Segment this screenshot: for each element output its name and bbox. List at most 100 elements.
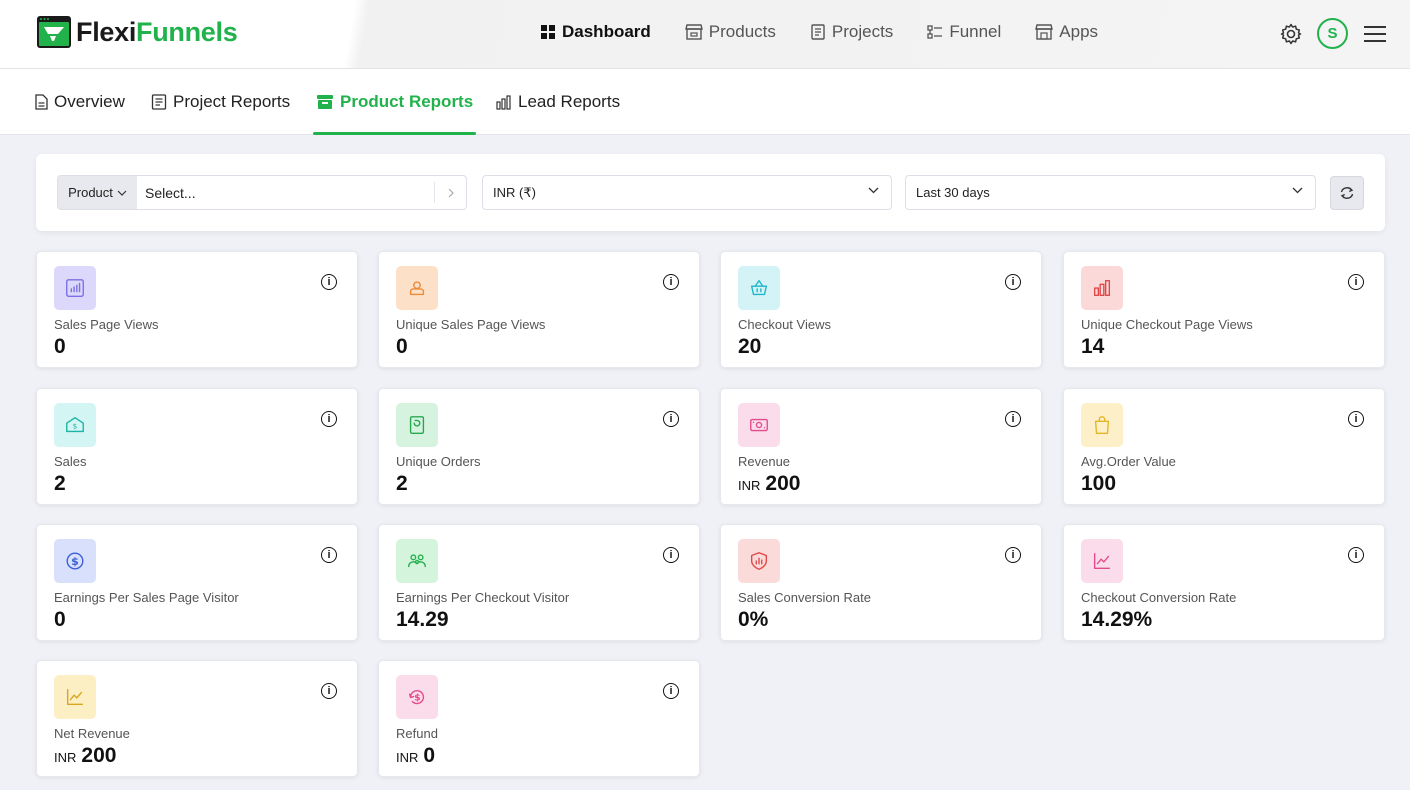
- money-house-icon: $: [54, 403, 96, 447]
- metric-value: 14.29: [396, 608, 449, 632]
- apps-store-icon: [1035, 24, 1054, 40]
- product-select-input[interactable]: Select...: [145, 184, 196, 201]
- metric-value: INR 200: [54, 744, 116, 768]
- metric-value: INR 0: [396, 744, 435, 768]
- info-icon[interactable]: i: [663, 683, 679, 699]
- info-icon[interactable]: i: [663, 411, 679, 427]
- info-icon[interactable]: i: [663, 274, 679, 290]
- metric-value: 0: [54, 608, 66, 632]
- metric-card: i Sales Conversion Rate 0%: [720, 524, 1042, 641]
- info-icon[interactable]: i: [321, 411, 337, 427]
- metric-label: Unique Sales Page Views: [396, 317, 546, 332]
- product-type-dropdown[interactable]: Product: [58, 176, 137, 209]
- bar-chart-icon: [54, 266, 96, 310]
- date-range-select[interactable]: Last 30 days: [905, 175, 1316, 210]
- metric-value: INR 200: [738, 472, 800, 496]
- metric-number: 14: [1081, 335, 1105, 358]
- currency-select[interactable]: INR (₹): [482, 175, 892, 210]
- nav-item-products[interactable]: Products: [684, 22, 776, 42]
- info-icon[interactable]: i: [1005, 411, 1021, 427]
- basket-icon: [738, 266, 780, 310]
- gear-icon[interactable]: [1279, 22, 1303, 46]
- nav-item-dashboard[interactable]: Dashboard: [540, 22, 651, 42]
- brand-name: FlexiFunnels: [76, 16, 238, 48]
- tab-label: Product Reports: [340, 92, 474, 111]
- tab-overview[interactable]: Overview: [35, 69, 125, 135]
- info-icon[interactable]: i: [321, 274, 337, 290]
- box-icon: [317, 95, 333, 109]
- funnel-icon: [927, 25, 943, 39]
- report-tabs: Overview Project Reports Product Reports…: [0, 69, 1410, 135]
- metric-number: 0: [54, 335, 66, 358]
- chevron-right-icon[interactable]: [434, 182, 466, 203]
- metric-card: i Unique Checkout Page Views 14: [1063, 251, 1385, 368]
- metric-label: Unique Checkout Page Views: [1081, 317, 1253, 332]
- receipt-icon: [396, 403, 438, 447]
- brand-name-part1: Flexi: [76, 16, 137, 47]
- metric-value: 14: [1081, 335, 1104, 359]
- tab-product-reports[interactable]: Product Reports: [313, 69, 477, 135]
- menu-icon[interactable]: [1362, 24, 1388, 44]
- filter-panel: Product Select... INR (₹) Last 30 days: [36, 154, 1385, 231]
- metric-card: i Revenue INR 200: [720, 388, 1042, 505]
- metric-label: Net Revenue: [54, 726, 130, 741]
- nav-label: Funnel: [949, 22, 1002, 41]
- info-icon[interactable]: i: [1348, 411, 1364, 427]
- info-icon[interactable]: i: [1005, 274, 1021, 290]
- metric-unit: INR: [396, 750, 419, 765]
- line-chart-icon: [54, 675, 96, 719]
- metric-card: i Earnings Per Checkout Visitor 14.29: [378, 524, 700, 641]
- metric-value: 0: [396, 335, 408, 359]
- metric-value: 100: [1081, 472, 1116, 496]
- brand-logo[interactable]: FlexiFunnels: [36, 14, 238, 50]
- grid-icon: [541, 25, 555, 39]
- info-icon[interactable]: i: [663, 547, 679, 563]
- metric-value: 0: [54, 335, 66, 359]
- metric-card: $ i Sales 2: [36, 388, 358, 505]
- metric-number: 14.29: [396, 608, 449, 631]
- product-filter: Product Select...: [57, 175, 467, 210]
- metric-value: 2: [54, 472, 66, 496]
- nav-item-apps[interactable]: Apps: [1035, 22, 1098, 42]
- refresh-button[interactable]: [1330, 176, 1364, 210]
- top-right-actions: S: [1279, 18, 1388, 49]
- info-icon[interactable]: i: [1348, 547, 1364, 563]
- tab-label: Overview: [54, 92, 125, 111]
- svg-text:$: $: [71, 555, 79, 568]
- metric-number: 0: [396, 335, 408, 358]
- tab-lead-reports[interactable]: Lead Reports: [496, 69, 620, 135]
- store-icon: [684, 24, 703, 40]
- page-icon: [35, 94, 48, 110]
- metric-label: Sales Page Views: [54, 317, 159, 332]
- metric-card: i Avg.Order Value 100: [1063, 388, 1385, 505]
- info-icon[interactable]: i: [321, 683, 337, 699]
- report-icon: [151, 94, 167, 110]
- info-icon[interactable]: i: [321, 547, 337, 563]
- avatar[interactable]: S: [1317, 18, 1348, 49]
- nav-item-funnel[interactable]: Funnel: [927, 22, 1001, 42]
- metric-number: 14.29%: [1081, 608, 1153, 631]
- date-range-value: Last 30 days: [916, 185, 990, 200]
- metric-label: Checkout Conversion Rate: [1081, 590, 1237, 605]
- main-nav: Dashboard Products Projects Funnel Apps: [540, 22, 1132, 42]
- metric-label: Avg.Order Value: [1081, 454, 1176, 469]
- user-icon: [396, 266, 438, 310]
- document-icon: [811, 24, 825, 40]
- currency-value: INR (₹): [493, 184, 536, 200]
- line-chart-icon: [1081, 539, 1123, 583]
- svg-text:$: $: [73, 422, 78, 431]
- tab-project-reports[interactable]: Project Reports: [151, 69, 290, 135]
- nav-item-projects[interactable]: Projects: [810, 22, 893, 42]
- users-group-icon: [396, 539, 438, 583]
- logo-icon: [36, 15, 72, 49]
- refund-icon: $: [396, 675, 438, 719]
- bar-chart-up-icon: [1081, 266, 1123, 310]
- metric-number: 200: [81, 744, 117, 767]
- metric-number: 2: [396, 472, 408, 495]
- metric-unit: INR: [54, 750, 77, 765]
- nav-label: Projects: [831, 22, 894, 41]
- metric-number: 100: [1081, 472, 1117, 495]
- top-navbar: FlexiFunnels Dashboard Products Projects…: [0, 0, 1410, 69]
- info-icon[interactable]: i: [1348, 274, 1364, 290]
- info-icon[interactable]: i: [1005, 547, 1021, 563]
